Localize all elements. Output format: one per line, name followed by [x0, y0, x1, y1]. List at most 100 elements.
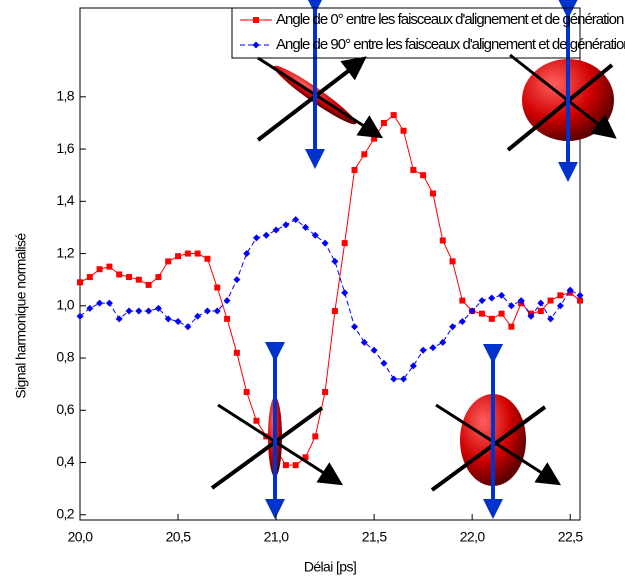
- marker: [400, 375, 408, 383]
- marker: [556, 302, 564, 310]
- marker: [439, 237, 446, 244]
- marker: [115, 315, 123, 323]
- marker: [253, 417, 260, 424]
- marker: [96, 266, 103, 273]
- arrow: [210, 406, 324, 490]
- y-tick-label: 0,8: [56, 349, 74, 365]
- marker: [458, 317, 466, 325]
- series-line: [79, 114, 581, 466]
- marker: [203, 307, 211, 315]
- marker: [145, 281, 152, 288]
- marker: [566, 286, 574, 294]
- x-tick-label: 22,0: [460, 529, 486, 545]
- marker: [135, 307, 143, 315]
- marker: [321, 239, 329, 247]
- y-tick-label: 1,6: [56, 140, 74, 156]
- y-tick-label: 1,2: [56, 244, 74, 260]
- marker: [498, 310, 505, 317]
- marker: [233, 349, 240, 356]
- marker: [400, 127, 407, 134]
- marker: [449, 323, 457, 331]
- marker: [233, 276, 241, 284]
- series-line: [79, 218, 581, 380]
- marker: [557, 292, 564, 299]
- marker: [351, 166, 358, 173]
- x-tick-label: 20,5: [166, 529, 192, 545]
- marker: [429, 190, 436, 197]
- y-tick-label: 0,4: [56, 453, 74, 469]
- marker: [282, 462, 289, 469]
- marker: [331, 308, 338, 315]
- marker: [577, 297, 583, 304]
- plot-area: [76, 112, 584, 469]
- molecule-illustrations: [210, 0, 617, 519]
- marker: [253, 17, 259, 23]
- marker: [243, 250, 251, 258]
- marker: [214, 284, 221, 291]
- marker: [224, 315, 231, 322]
- marker: [252, 41, 260, 49]
- legend: Angle de 0° entre les faisceaux d'aligne…: [240, 11, 625, 53]
- marker: [390, 375, 398, 383]
- marker: [508, 323, 515, 330]
- marker: [576, 291, 584, 299]
- marker: [498, 291, 506, 299]
- marker: [380, 359, 388, 367]
- marker: [322, 389, 329, 395]
- marker: [116, 271, 123, 278]
- marker: [154, 304, 162, 312]
- marker: [125, 307, 133, 315]
- y-tick-label: 1,0: [56, 296, 74, 312]
- marker: [164, 315, 172, 323]
- marker: [537, 308, 544, 315]
- x-tick-label: 21,5: [362, 529, 388, 545]
- marker: [341, 289, 349, 297]
- marker: [184, 323, 192, 331]
- marker: [547, 315, 555, 323]
- marker: [292, 462, 299, 469]
- marker: [331, 257, 339, 265]
- legend-frame: [231, 7, 581, 59]
- arrow: [340, 56, 367, 81]
- marker: [459, 297, 466, 304]
- marker: [312, 433, 319, 440]
- marker: [380, 119, 387, 126]
- marker: [488, 315, 495, 322]
- marker: [547, 297, 554, 304]
- marker: [537, 299, 545, 307]
- marker: [174, 317, 182, 325]
- marker: [135, 276, 142, 283]
- marker: [76, 312, 84, 320]
- marker: [126, 274, 133, 281]
- marker: [165, 258, 172, 265]
- marker: [96, 299, 104, 307]
- marker: [155, 274, 162, 281]
- x-tick-label: 20,0: [68, 529, 94, 545]
- marker: [429, 344, 437, 352]
- y-tick-label: 0,6: [56, 401, 74, 417]
- marker: [371, 135, 378, 142]
- legend-label: Angle de 90° entre les faisceaux d'align…: [276, 36, 625, 53]
- marker: [468, 307, 476, 315]
- arrow: [256, 60, 362, 142]
- x-tick-label: 21,0: [264, 529, 290, 545]
- marker: [223, 297, 231, 305]
- marker: [478, 310, 485, 317]
- marker: [507, 302, 515, 310]
- marker: [527, 312, 535, 320]
- marker: [292, 216, 300, 224]
- marker: [175, 253, 182, 260]
- marker: [252, 234, 260, 242]
- marker: [204, 255, 211, 262]
- marker: [301, 223, 309, 231]
- y-axis-title: Signal harmonique normalisé: [13, 233, 29, 399]
- marker: [282, 221, 290, 229]
- marker: [184, 250, 191, 257]
- marker: [410, 166, 417, 173]
- y-tick-label: 0,2: [56, 505, 74, 521]
- marker: [272, 226, 280, 234]
- marker: [302, 454, 309, 461]
- marker: [77, 279, 83, 286]
- marker: [361, 151, 368, 158]
- marker: [390, 112, 397, 119]
